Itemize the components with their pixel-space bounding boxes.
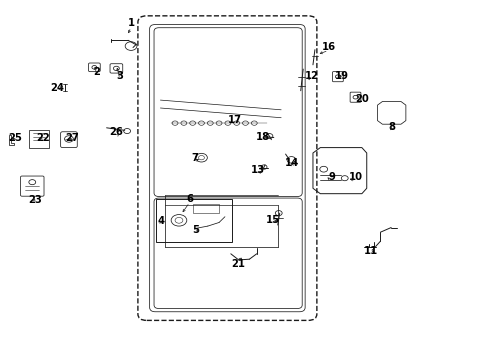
Text: 11: 11 (363, 246, 377, 256)
Text: 4: 4 (158, 216, 164, 226)
Text: 17: 17 (227, 114, 241, 125)
Text: 27: 27 (65, 132, 79, 143)
Text: 15: 15 (265, 215, 279, 225)
Text: 26: 26 (109, 127, 123, 138)
Text: 16: 16 (321, 42, 335, 52)
Text: 6: 6 (186, 194, 193, 204)
Text: 23: 23 (28, 195, 42, 205)
Text: 22: 22 (36, 132, 50, 143)
Text: 7: 7 (191, 153, 198, 163)
Text: 25: 25 (9, 132, 22, 143)
Text: 24: 24 (51, 83, 64, 93)
Text: 14: 14 (285, 158, 299, 168)
Text: 9: 9 (327, 172, 334, 182)
Text: 13: 13 (251, 165, 264, 175)
Text: 18: 18 (256, 132, 269, 142)
Text: 19: 19 (335, 71, 348, 81)
Text: 5: 5 (192, 225, 199, 235)
Text: 1: 1 (127, 18, 134, 28)
Text: 21: 21 (231, 258, 245, 269)
Text: 2: 2 (93, 67, 100, 77)
Text: 12: 12 (305, 71, 318, 81)
Text: 3: 3 (116, 71, 123, 81)
Text: 20: 20 (354, 94, 368, 104)
Text: 10: 10 (348, 172, 362, 182)
Text: 8: 8 (388, 122, 395, 132)
